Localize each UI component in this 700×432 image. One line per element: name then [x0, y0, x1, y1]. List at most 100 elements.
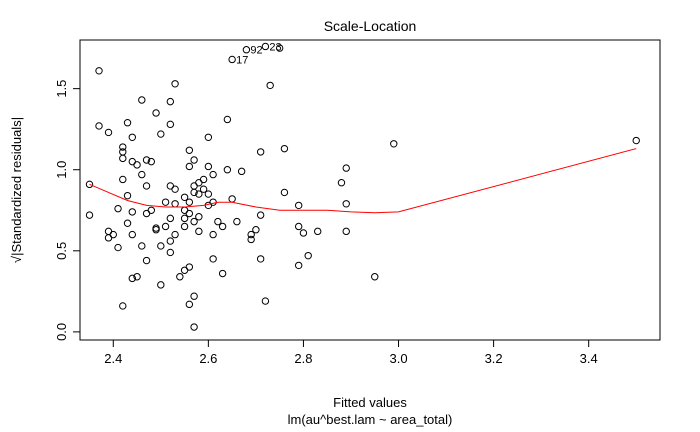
data-point [256, 211, 265, 219]
y-axis-label: √|Standardized residuals| [9, 117, 24, 263]
data-point [119, 143, 127, 151]
data-point [157, 281, 165, 289]
data-point [147, 157, 156, 166]
data-point [252, 226, 260, 234]
data-point [237, 167, 246, 176]
x-axis-sublabel: lm(au^best.lam ~ area_total) [288, 412, 453, 427]
data-point [209, 198, 217, 206]
data-point [294, 261, 303, 270]
data-point [390, 140, 398, 148]
x-tick-label: 3.2 [485, 351, 503, 366]
data-point [123, 191, 132, 200]
data-point [85, 211, 94, 219]
data-point [166, 248, 175, 257]
x-axis-label: Fitted values [333, 395, 407, 410]
data-point [152, 224, 160, 232]
data-point [337, 179, 346, 187]
data-point [261, 297, 270, 305]
data-point [128, 230, 136, 239]
data-point [147, 206, 156, 214]
data-point [133, 161, 141, 169]
x-tick-label: 2.6 [199, 351, 217, 366]
data-point [138, 96, 146, 104]
data-point [199, 175, 208, 184]
smoother-line [89, 148, 637, 214]
data-point [294, 201, 303, 210]
data-point [223, 115, 232, 124]
data-points [85, 42, 640, 331]
data-point [242, 46, 251, 54]
data-point [261, 42, 270, 51]
data-point [119, 175, 127, 184]
data-point [185, 146, 194, 154]
data-point [304, 251, 312, 260]
data-point [247, 230, 255, 239]
data-point [104, 128, 113, 137]
data-point [180, 222, 189, 231]
data-point [123, 219, 132, 227]
y-tick-label: 0.5 [54, 242, 69, 260]
data-point [185, 209, 194, 218]
data-point [114, 243, 122, 252]
data-point [180, 193, 189, 201]
data-point [171, 185, 179, 193]
data-point [218, 269, 227, 278]
data-point [228, 195, 236, 203]
data-point [95, 122, 103, 130]
data-point [632, 136, 640, 145]
data-point [314, 227, 322, 236]
data-point [223, 166, 232, 174]
x-tick-label: 3.4 [580, 351, 598, 366]
data-point [95, 67, 103, 75]
data-point [266, 81, 274, 90]
data-point [280, 188, 289, 197]
data-point [176, 273, 184, 281]
data-point [166, 237, 175, 245]
data-point [128, 133, 136, 141]
data-point [209, 170, 217, 179]
data-point [128, 274, 136, 283]
data-point [85, 180, 94, 189]
data-point [247, 235, 255, 244]
data-point [152, 109, 160, 117]
data-point [190, 323, 198, 331]
data-point [171, 80, 179, 88]
data-point [218, 222, 227, 231]
y-tick-label: 0.0 [54, 323, 69, 341]
chart-title: Scale-Location [324, 18, 417, 34]
data-point [138, 170, 146, 179]
data-point [342, 200, 350, 208]
data-point [171, 200, 179, 208]
x-tick-label: 2.4 [104, 351, 122, 366]
x-tick-label: 3.0 [389, 351, 407, 366]
data-point [166, 97, 175, 106]
data-point [157, 242, 165, 250]
data-point [161, 222, 170, 231]
data-point [180, 214, 189, 223]
data-point [190, 156, 198, 164]
data-point [190, 217, 198, 226]
y-axis: 0.0 0.5 1.0 1.5 [54, 80, 81, 341]
data-point [209, 255, 217, 263]
point-label: 17 [236, 54, 248, 66]
data-point [119, 302, 127, 310]
data-point [171, 230, 179, 239]
data-point [204, 190, 213, 198]
data-point [142, 156, 151, 164]
data-point [190, 292, 198, 300]
data-point [204, 133, 213, 141]
data-point [157, 130, 165, 138]
y-tick-label: 1.5 [54, 80, 69, 98]
data-point [214, 217, 222, 226]
data-point [185, 198, 194, 206]
data-point [299, 229, 308, 237]
data-point [161, 198, 170, 206]
data-point [209, 230, 217, 239]
data-point [185, 162, 194, 171]
data-point [256, 148, 265, 156]
data-point [185, 263, 194, 271]
data-point [142, 256, 151, 265]
data-point [233, 217, 241, 226]
data-point [195, 227, 203, 236]
